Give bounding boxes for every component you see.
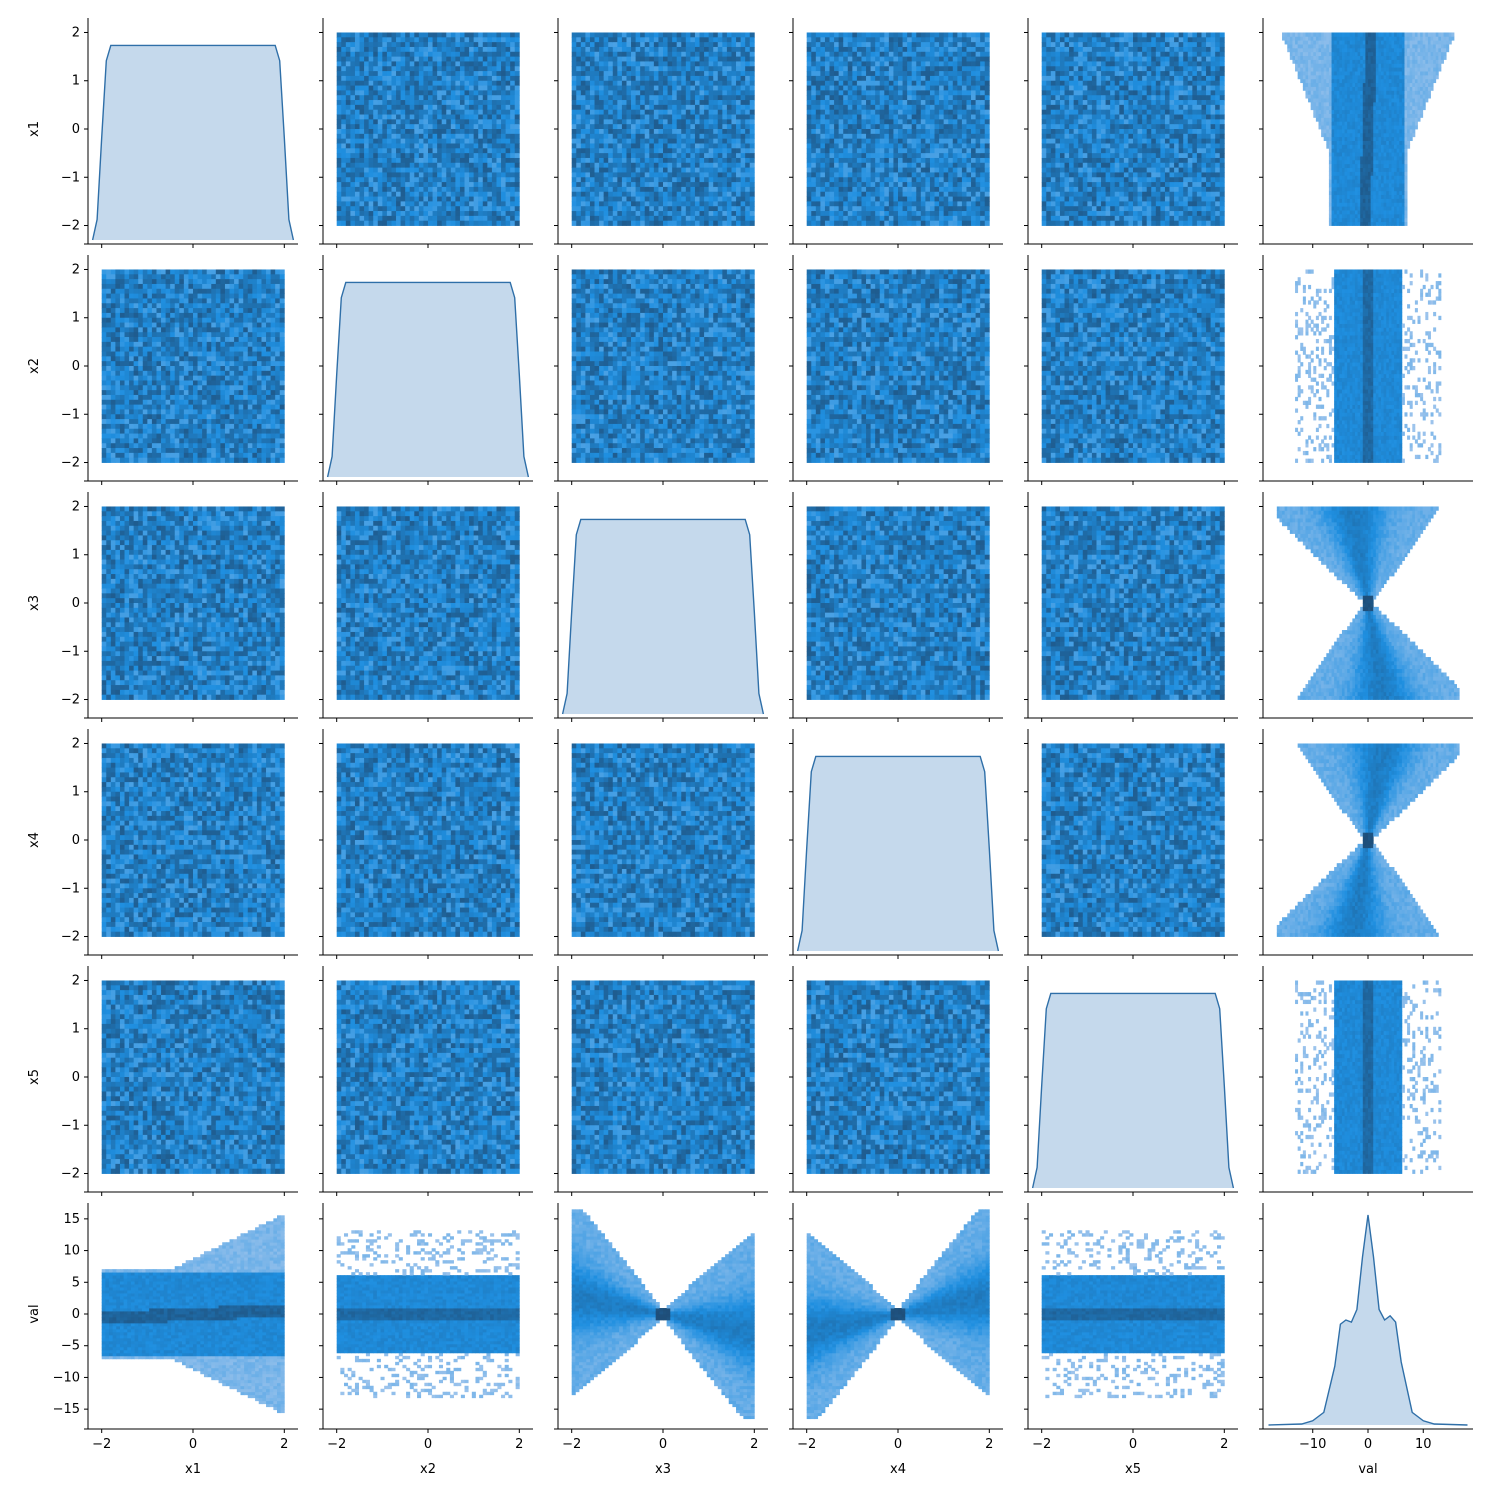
hist2d-uniform [337,506,520,699]
hist2d-uniform [102,980,285,1173]
hist2d-uniform [102,506,285,699]
x-tick-label: 2 [280,1437,288,1452]
hist2d-uniform [572,32,755,225]
hist2d-uniform [572,980,755,1173]
y-axis-label-x5: x5 [27,1069,42,1085]
x-axis-label-val: val [1358,1462,1377,1477]
x-tick-label: 2 [1220,1437,1228,1452]
hist2d-uniform [572,743,755,936]
y-tick-label: −1 [61,1118,80,1133]
x-tick-label: 2 [750,1437,758,1452]
y-axis-label-x1: x1 [27,121,42,137]
hist2d-uniform [1042,32,1225,225]
x-tick-label: 0 [424,1437,432,1452]
hist2d-val-x4 [1277,743,1460,936]
x-tick-label: 0 [1129,1437,1137,1452]
y-axis-label-val: val [27,1304,42,1323]
kde-x5 [1033,993,1234,1188]
x-axis-label-x4: x4 [890,1462,906,1477]
y-tick-label: 2 [72,25,80,40]
x-tick-label: 2 [985,1437,993,1452]
x-tick-label: −2 [92,1437,111,1452]
y-tick-label: −2 [61,1167,80,1182]
x-axis-label-x5: x5 [1125,1462,1141,1477]
y-tick-label: 2 [72,262,80,277]
y-tick-label: −1 [61,644,80,659]
x-axis-label-x1: x1 [185,1462,201,1477]
kde-x2 [328,282,529,477]
x-axis-label-x2: x2 [420,1462,436,1477]
y-tick-label: −1 [61,881,80,896]
hist2d-val-x5 [1295,980,1441,1173]
y-tick-label: 1 [72,1022,80,1037]
hist2d-uniform [337,980,520,1173]
hist2d-val-x3 [1277,506,1460,699]
y-tick-label: 2 [72,973,80,988]
y-tick-label: −15 [53,1402,80,1417]
hist2d-uniform [807,32,990,225]
x-tick-label: −2 [1032,1437,1051,1452]
hist2d-uniform [337,32,520,225]
y-tick-label: −1 [61,407,80,422]
hist2d-uniform [102,743,285,936]
x-tick-label: −2 [562,1437,581,1452]
hist2d-uniform [1042,506,1225,699]
y-tick-label: −1 [61,170,80,185]
hist2d-val-x2 [337,1230,520,1398]
y-tick-label: −2 [61,693,80,708]
y-tick-label: 0 [72,1307,80,1322]
hist2d-uniform [337,743,520,936]
x-tick-label: 0 [1364,1437,1372,1452]
y-tick-label: 10 [63,1244,80,1259]
x-tick-label: −2 [327,1437,346,1452]
x-tick-label: −2 [797,1437,816,1452]
hist2d-val-x1 [1282,32,1454,225]
y-tick-label: 1 [72,785,80,800]
y-tick-label: −5 [61,1339,80,1354]
kde-val [1269,1215,1468,1425]
y-axis-label-x4: x4 [27,832,42,848]
y-tick-label: 0 [72,833,80,848]
y-tick-label: 15 [63,1212,80,1227]
y-tick-label: 1 [72,74,80,89]
y-tick-label: 0 [72,596,80,611]
y-tick-label: 2 [72,736,80,751]
hist2d-val-x4 [807,1209,990,1419]
x-tick-label: 0 [189,1437,197,1452]
y-tick-label: 0 [72,1070,80,1085]
y-tick-label: 5 [72,1275,80,1290]
y-axis-label-x2: x2 [27,358,42,374]
kde-x3 [563,519,764,714]
y-tick-label: −2 [61,456,80,471]
x-tick-label: −10 [1299,1437,1326,1452]
hist2d-uniform [807,269,990,462]
y-tick-label: −2 [61,930,80,945]
hist2d-uniform [1042,269,1225,462]
hist2d-uniform [807,506,990,699]
hist2d-uniform [807,980,990,1173]
y-tick-label: −2 [61,219,80,234]
hist2d-uniform [1042,743,1225,936]
y-tick-label: 2 [72,499,80,514]
y-tick-label: −10 [53,1370,80,1385]
y-tick-label: 1 [72,311,80,326]
x-tick-label: 0 [894,1437,902,1452]
x-tick-label: 10 [1415,1437,1432,1452]
hist2d-val-x1 [102,1215,285,1413]
hist2d-val-x2 [1295,269,1441,462]
y-tick-label: 1 [72,548,80,563]
hist2d-val-x5 [1042,1230,1225,1398]
kde-x1 [93,45,294,240]
x-tick-label: 0 [659,1437,667,1452]
x-tick-label: 2 [515,1437,523,1452]
hist2d-uniform [102,269,285,462]
hist2d-val-x3 [572,1209,755,1419]
y-tick-label: 0 [72,122,80,137]
x-axis-label-x3: x3 [655,1462,671,1477]
kde-x4 [798,756,999,951]
hist2d-uniform [572,269,755,462]
y-axis-label-x3: x3 [27,595,42,611]
y-tick-label: 0 [72,359,80,374]
